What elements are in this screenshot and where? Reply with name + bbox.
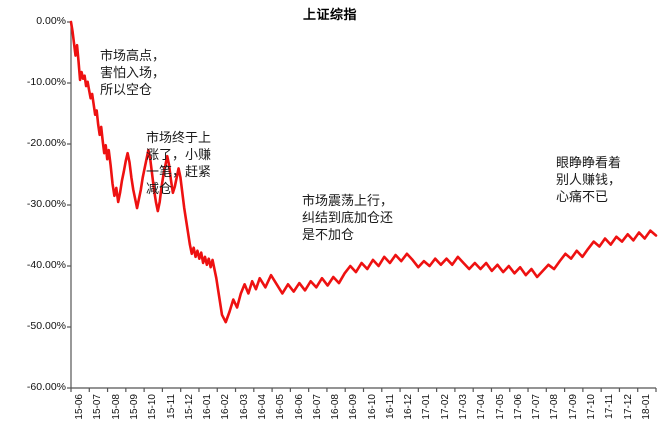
x-tick-label: 16-04 [256,394,268,420]
y-tick-label: -30.00% [26,198,66,210]
annotation-others-earning: 眼睁睁看着 别人赚钱， 心痛不已 [556,156,622,205]
x-tick-label: 15-08 [110,394,122,420]
y-tick-label: -20.00% [26,137,66,149]
y-tick-label: -40.00% [26,259,66,271]
annotation-market-peak: 市场高点， 害怕入场， 所以空仓 [100,49,166,98]
x-tick-label: 17-05 [494,394,506,420]
x-tick-label: 15-06 [74,394,86,420]
x-tick-label: 15-11 [165,394,177,419]
y-tick-label: -60.00% [26,381,66,393]
chart-title: 上证综指 [302,7,357,22]
x-tick-label: 15-09 [128,394,140,420]
x-tick-label: 16-07 [311,394,323,420]
x-tick-label: 17-11 [604,394,616,419]
tick-marks [67,21,657,392]
x-tick-label: 16-02 [220,394,232,420]
x-tick-label: 16-06 [293,394,305,420]
x-tick-label: 17-08 [549,394,561,420]
x-tick-label: 17-04 [476,394,488,420]
y-axis: 0.00% -10.00% -20.00% -30.00% -40.00% -50.00%… [0,0,66,448]
x-tick-label: 16-12 [403,394,415,420]
x-tick-label: 16-11 [384,394,396,419]
x-tick-label: 17-03 [458,394,470,420]
x-tick-label: 17-06 [512,394,524,420]
x-tick-label: 16-10 [366,394,378,420]
x-tick-label: 15-10 [147,394,159,420]
x-tick-label: 17-12 [622,394,634,420]
x-tick-label: 17-09 [567,394,579,420]
y-tick-label: -10.00% [26,76,66,88]
x-tick-label: 17-02 [439,394,451,420]
x-tick-label: 16-01 [202,394,214,420]
y-tick-label: -50.00% [26,320,66,332]
x-tick-label: 16-09 [348,394,360,420]
x-tick-label: 18-01 [640,394,652,420]
x-tick-label: 15-07 [92,394,104,420]
x-tick-label: 15-12 [183,394,195,420]
x-tick-label: 17-01 [421,394,433,420]
annotation-small-profit: 市场终于上 涨了，小赚 一笔，赶紧 减仓 [146,131,212,197]
x-tick-label: 17-07 [531,394,543,420]
data-series-line [69,20,658,324]
annotation-volatile-uptrend: 市场震荡上行， 纠结到底加仓还 是不加仓 [302,194,394,243]
x-tick-label: 16-08 [330,394,342,420]
x-tick-label: 17-10 [586,394,598,420]
x-tick-label: 16-05 [275,394,287,420]
y-tick-label: 0.00% [36,15,66,27]
x-tick-label: 16-03 [238,394,250,420]
